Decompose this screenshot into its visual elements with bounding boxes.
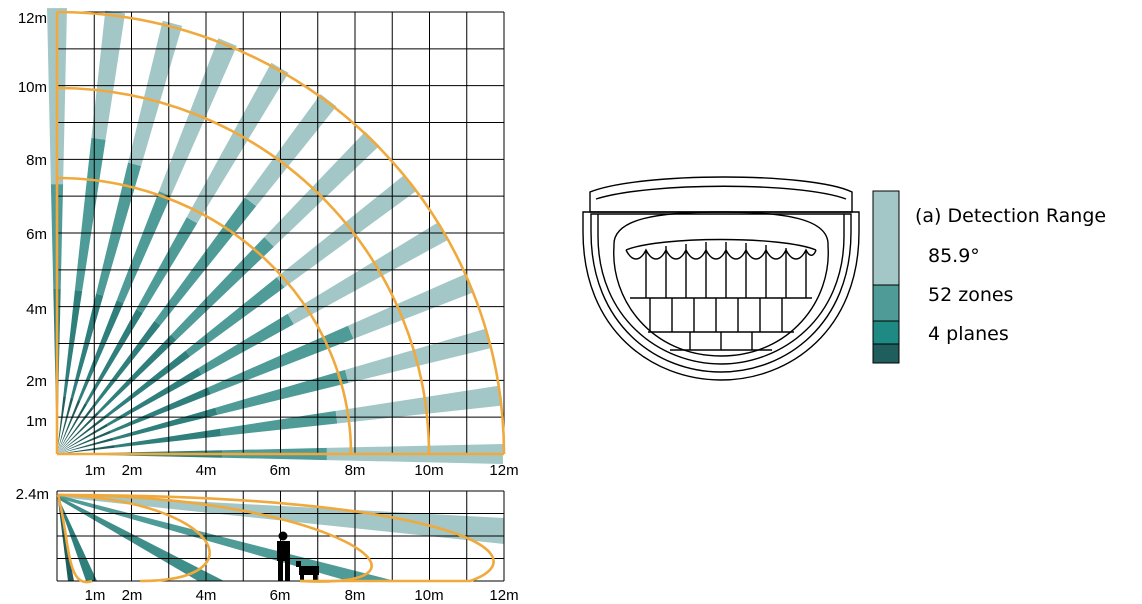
sensor-lens-columns-middle: [649, 298, 783, 332]
legend-swatch-range: [872, 190, 900, 286]
sensor-inner-shell: [590, 213, 852, 373]
beam-segment: [215, 369, 349, 415]
x-tick-label: 12m: [489, 587, 518, 604]
beam-segment: [57, 417, 104, 454]
beam-segment: [57, 412, 99, 454]
side-beam-mid: [58, 495, 395, 581]
legend-swatch-planes: [872, 320, 900, 345]
x-tick-label: 10m: [414, 587, 443, 604]
top-view-diagram: 12m 10m 8m 6m 4m 2m 1m 1m 2m 4m 6m 8m 10…: [18, 8, 519, 479]
x-tick-label: 1m: [85, 587, 106, 604]
beam-segment: [106, 368, 202, 427]
sensor-lens-columns-lower: [689, 332, 753, 350]
beam-segment: [57, 430, 112, 454]
x-tick-label: 8m: [345, 462, 366, 479]
sensor-lens-scallops: [625, 248, 817, 260]
top-view-x-axis: 1m 2m 4m 6m 8m 10m 12m: [85, 462, 519, 479]
y-tick-label: 6m: [26, 226, 47, 243]
legend-swatch-zones: [872, 284, 900, 322]
dog-silhouette: [296, 561, 319, 581]
beam-segment: [116, 191, 171, 303]
side-range-12m: [57, 493, 495, 583]
y-tick-label: 2m: [26, 373, 47, 390]
legend-swatch-closest: [872, 343, 900, 364]
beam-segment: [171, 237, 274, 340]
range-arc-10m: [56, 86, 431, 455]
beam-segment: [287, 222, 449, 325]
beam-segment: [78, 300, 124, 401]
beam-segment: [57, 397, 74, 454]
sensor-top-cap: [589, 176, 853, 213]
beam-segment: [276, 174, 417, 288]
sensor-outer-shell: [582, 211, 860, 381]
beam-segment: [57, 407, 94, 454]
beam-segment: [159, 38, 237, 197]
x-tick-label: 8m: [345, 587, 366, 604]
beam-segment: [97, 334, 177, 414]
side-beam-near: [58, 496, 224, 581]
legend-zones: 52 zones: [928, 284, 1013, 306]
side-range-6m: [57, 493, 211, 583]
beam-segment: [57, 437, 114, 454]
x-tick-label: 6m: [270, 462, 291, 479]
sensor-lens-top: [625, 238, 817, 251]
person-silhouette: [277, 531, 290, 581]
beam-segment: [136, 217, 198, 313]
y-tick-label: 8m: [26, 152, 47, 169]
side-beam-close: [58, 497, 97, 581]
x-tick-label: 4m: [196, 462, 217, 479]
side-range-ellipses: [56, 493, 495, 584]
side-height-label: 2.4m: [16, 486, 49, 503]
side-range-1m: [56, 494, 93, 584]
beam-segment: [57, 403, 88, 454]
sensor-dome: [597, 214, 845, 365]
legend-planes: 4 planes: [928, 323, 1009, 345]
range-arcs: [55, 10, 506, 456]
beam-segment: [57, 399, 81, 454]
beam-segment: [335, 385, 501, 424]
legend: (a) Detection Range 85.9° 52 zones 4 pla…: [872, 190, 1106, 364]
beam-segment: [74, 137, 106, 291]
beam-segment: [345, 328, 491, 383]
beam-segment: [186, 62, 289, 224]
y-tick-label: 4m: [26, 301, 47, 318]
beam-segment: [102, 350, 191, 420]
beam-segment: [264, 131, 380, 247]
x-tick-label: 4m: [196, 587, 217, 604]
beam-segment: [110, 387, 211, 433]
sensor-device-drawing: [582, 176, 860, 381]
beam-segment: [91, 10, 126, 140]
y-tick-label: 10m: [18, 79, 47, 96]
x-tick-label: 10m: [414, 462, 443, 479]
x-tick-label: 6m: [270, 587, 291, 604]
legend-angle: 85.9°: [928, 245, 980, 267]
beam-segment: [70, 293, 104, 399]
x-tick-label: 2m: [122, 587, 143, 604]
side-view-diagram: 2.4m 1m 2m 4m 6m 8m 10m 12m: [16, 486, 519, 604]
x-tick-label: 1m: [85, 462, 106, 479]
beam-segment: [114, 428, 221, 448]
sensor-lens-window: [613, 211, 829, 357]
range-arc-12m: [56, 10, 506, 455]
beam-segment: [91, 320, 161, 409]
sensor-cap-edge: [595, 185, 847, 200]
y-tick-label: 1m: [26, 413, 47, 430]
beam-segment: [112, 407, 218, 441]
side-range-10m: [57, 493, 373, 583]
legend-title: (a) Detection Range: [915, 205, 1106, 227]
x-tick-label: 12m: [489, 462, 518, 479]
y-tick-label: 12m: [18, 10, 47, 27]
x-tick-label: 2m: [122, 462, 143, 479]
sensor-lens-columns-upper: [645, 242, 807, 298]
beam-segment: [57, 396, 66, 454]
beam-segment: [154, 197, 257, 326]
beam-segment: [185, 277, 285, 357]
top-view-y-axis: 12m 10m 8m 6m 4m 2m 1m: [18, 10, 47, 430]
range-arc-8m: [56, 176, 353, 455]
beam-segment: [57, 445, 115, 454]
beam-segment: [57, 423, 108, 454]
beam-segment: [198, 313, 294, 375]
side-view-x-axis: 1m 2m 4m 6m 8m 10m 12m: [85, 587, 519, 604]
